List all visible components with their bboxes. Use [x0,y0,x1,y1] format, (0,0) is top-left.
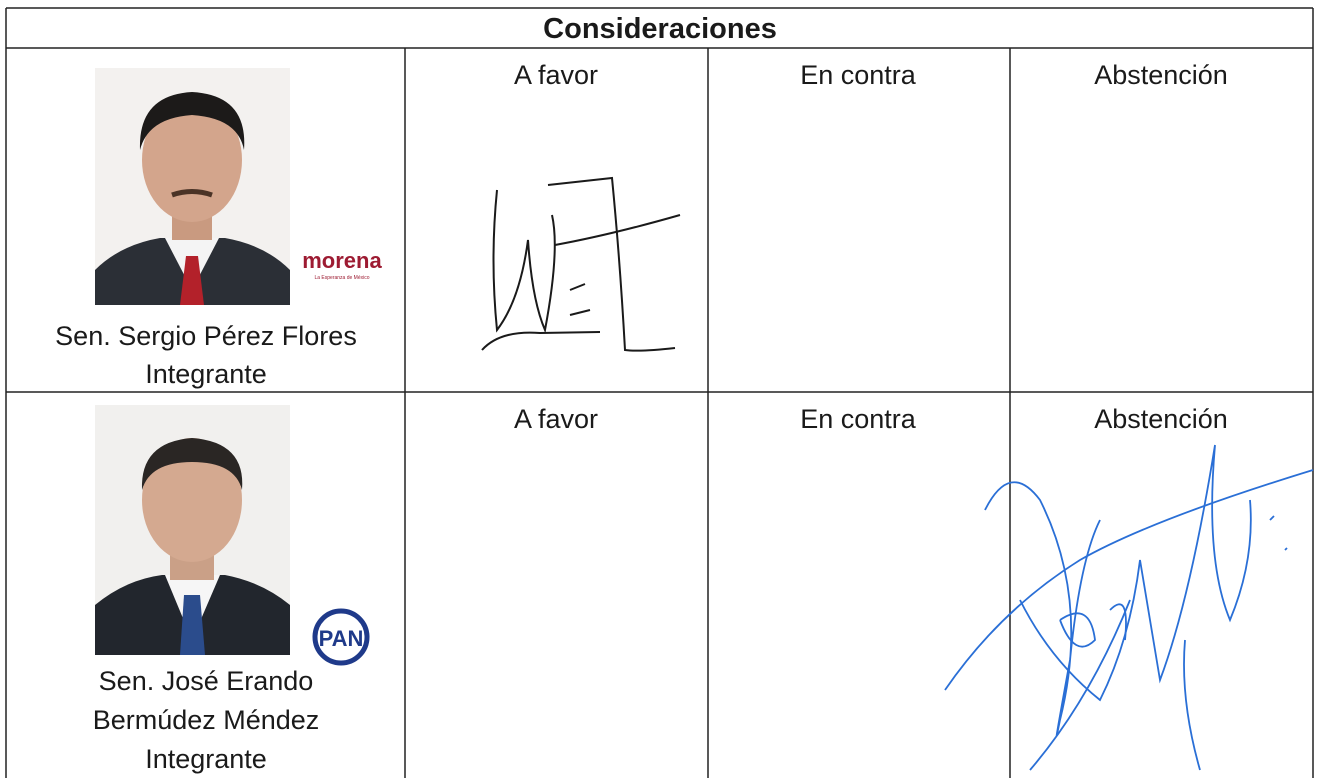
vote-option: Abstención [1094,404,1228,434]
stroke [569,283,591,316]
tie [180,595,205,655]
vote-option: En contra [800,60,917,90]
member-name: Sen. José Erando [99,666,314,696]
member-name: Bermúdez Méndez [93,705,320,735]
stroke [944,469,1314,691]
vote-option: Abstención [1094,60,1228,90]
signature [944,444,1314,771]
tie [180,256,204,305]
stroke [492,189,556,334]
vote-option: A favor [514,60,598,90]
stroke [1269,515,1288,551]
vote-option: A favor [514,404,598,434]
stroke [547,176,676,352]
photo [95,405,290,655]
stroke [1019,444,1252,702]
logo-text: PAN [319,626,364,651]
face [142,438,242,562]
party-logo: PAN [312,608,370,666]
stroke [554,214,681,246]
member-role: Integrante [145,744,267,774]
mustache [171,189,213,198]
stroke [481,331,601,351]
table-title: Consideraciones [543,13,777,45]
member-role: Integrante [145,359,267,389]
vote-option: En contra [800,404,917,434]
party-tagline: La Esperanza de México [314,275,369,281]
table-grid [5,7,1314,778]
stroke [1029,599,1201,771]
signature [481,176,681,352]
member-name: Sen. Sergio Pérez Flores [55,321,357,351]
hair [141,438,243,490]
photo [95,68,290,305]
face [142,98,242,222]
logo-ring [312,608,370,666]
stroke [984,481,1101,737]
party-logo: morena [302,248,382,273]
hair [139,92,245,150]
stroke [1059,603,1127,648]
